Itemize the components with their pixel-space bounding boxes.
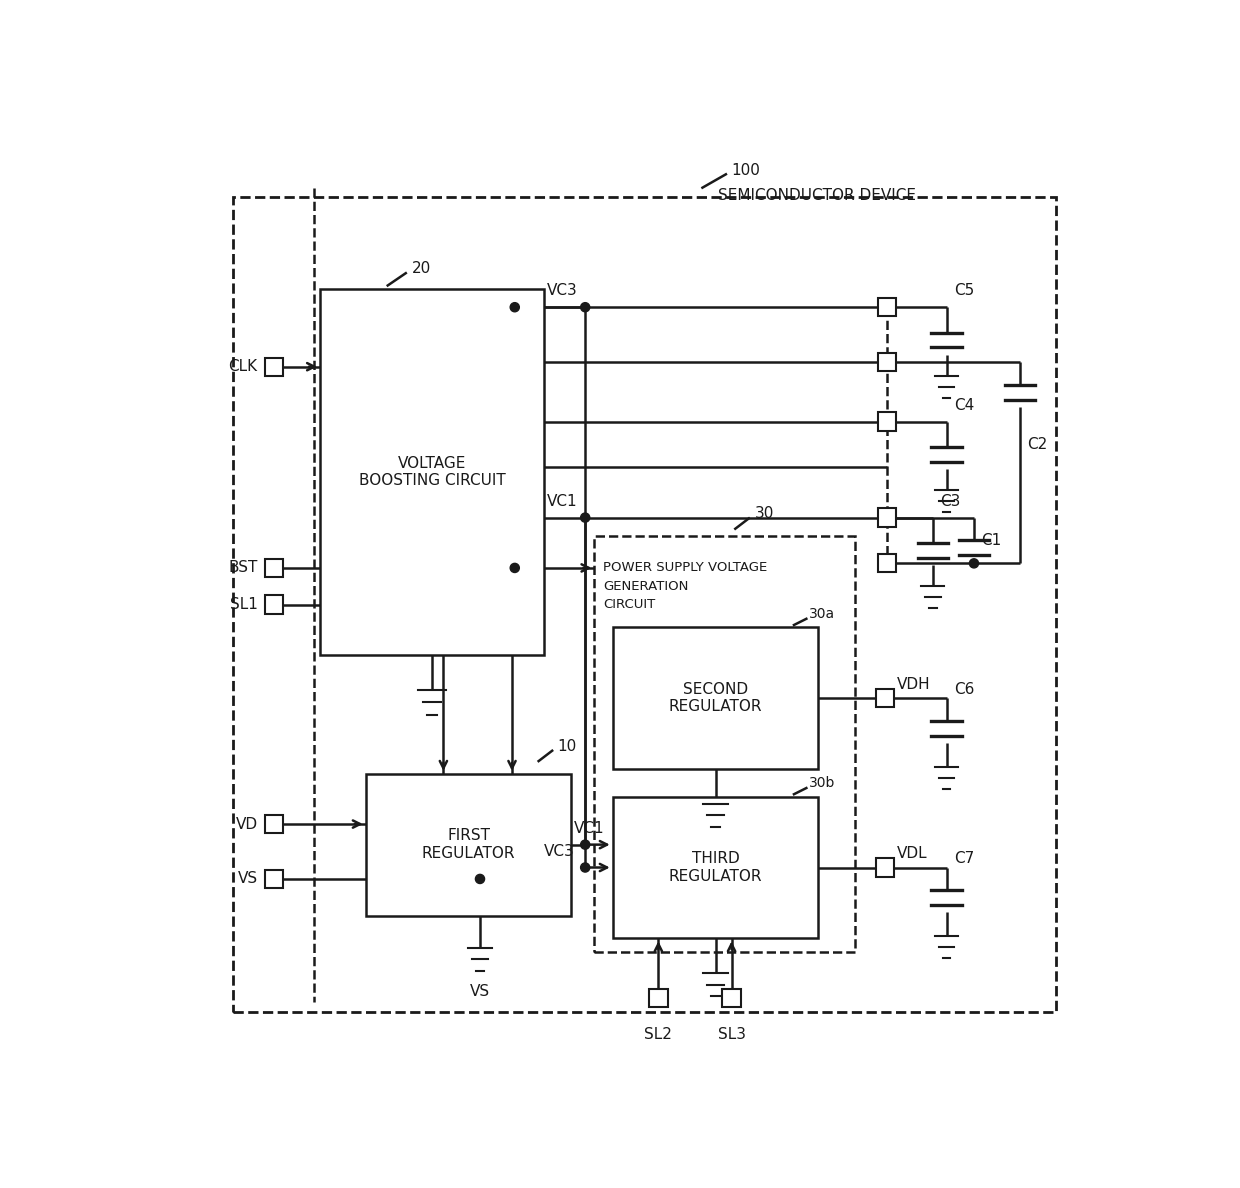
FancyBboxPatch shape xyxy=(878,508,897,526)
Text: C7: C7 xyxy=(954,851,975,866)
Text: VC3: VC3 xyxy=(547,283,578,298)
FancyBboxPatch shape xyxy=(878,353,897,371)
FancyBboxPatch shape xyxy=(613,797,818,939)
Circle shape xyxy=(580,840,590,849)
FancyBboxPatch shape xyxy=(650,988,667,1007)
FancyBboxPatch shape xyxy=(265,870,283,889)
Text: CLK: CLK xyxy=(228,359,258,374)
FancyBboxPatch shape xyxy=(878,554,897,573)
Text: SL1: SL1 xyxy=(229,598,258,612)
Text: VC1: VC1 xyxy=(574,821,605,835)
FancyBboxPatch shape xyxy=(877,689,894,707)
Circle shape xyxy=(510,563,520,573)
Text: VDH: VDH xyxy=(897,677,931,693)
Text: BST: BST xyxy=(228,561,258,575)
FancyBboxPatch shape xyxy=(613,627,818,769)
Text: 30b: 30b xyxy=(810,776,836,790)
Text: POWER SUPPLY VOLTAGE: POWER SUPPLY VOLTAGE xyxy=(604,562,768,575)
Text: VC1: VC1 xyxy=(547,494,578,508)
Text: VOLTAGE
BOOSTING CIRCUIT: VOLTAGE BOOSTING CIRCUIT xyxy=(358,456,506,488)
Text: THIRD
REGULATOR: THIRD REGULATOR xyxy=(668,852,763,884)
Text: 20: 20 xyxy=(412,261,430,277)
Text: 10: 10 xyxy=(558,739,577,754)
Text: 100: 100 xyxy=(732,163,760,177)
Text: GENERATION: GENERATION xyxy=(604,580,689,593)
Circle shape xyxy=(580,303,590,311)
Text: CIRCUIT: CIRCUIT xyxy=(604,598,656,611)
Text: VD: VD xyxy=(236,816,258,832)
Text: C1: C1 xyxy=(981,533,1002,548)
Text: SL3: SL3 xyxy=(718,1028,745,1042)
FancyBboxPatch shape xyxy=(265,595,283,614)
Text: FIRST
REGULATOR: FIRST REGULATOR xyxy=(422,828,516,861)
Text: VC3: VC3 xyxy=(544,843,575,859)
Text: 30a: 30a xyxy=(810,607,836,620)
FancyBboxPatch shape xyxy=(723,988,740,1007)
Text: C4: C4 xyxy=(954,398,975,412)
FancyBboxPatch shape xyxy=(877,859,894,877)
Text: SL2: SL2 xyxy=(645,1028,672,1042)
FancyBboxPatch shape xyxy=(265,558,283,577)
FancyBboxPatch shape xyxy=(320,289,544,655)
Text: C3: C3 xyxy=(940,494,961,508)
Text: C5: C5 xyxy=(954,283,975,298)
FancyBboxPatch shape xyxy=(265,358,283,375)
Text: SEMICONDUCTOR DEVICE: SEMICONDUCTOR DEVICE xyxy=(718,188,916,203)
Text: VDL: VDL xyxy=(897,846,928,861)
Text: C2: C2 xyxy=(1027,437,1048,451)
Text: 30: 30 xyxy=(754,506,774,520)
Circle shape xyxy=(970,558,978,568)
Circle shape xyxy=(475,874,485,884)
FancyBboxPatch shape xyxy=(366,773,572,916)
Circle shape xyxy=(510,303,520,311)
Circle shape xyxy=(580,513,590,523)
FancyBboxPatch shape xyxy=(265,815,283,833)
Text: VS: VS xyxy=(470,984,490,999)
FancyBboxPatch shape xyxy=(878,298,897,316)
Text: VS: VS xyxy=(238,872,258,886)
Text: SECOND
REGULATOR: SECOND REGULATOR xyxy=(668,682,763,714)
Circle shape xyxy=(580,862,590,872)
FancyBboxPatch shape xyxy=(878,412,897,431)
Text: C6: C6 xyxy=(954,682,975,696)
